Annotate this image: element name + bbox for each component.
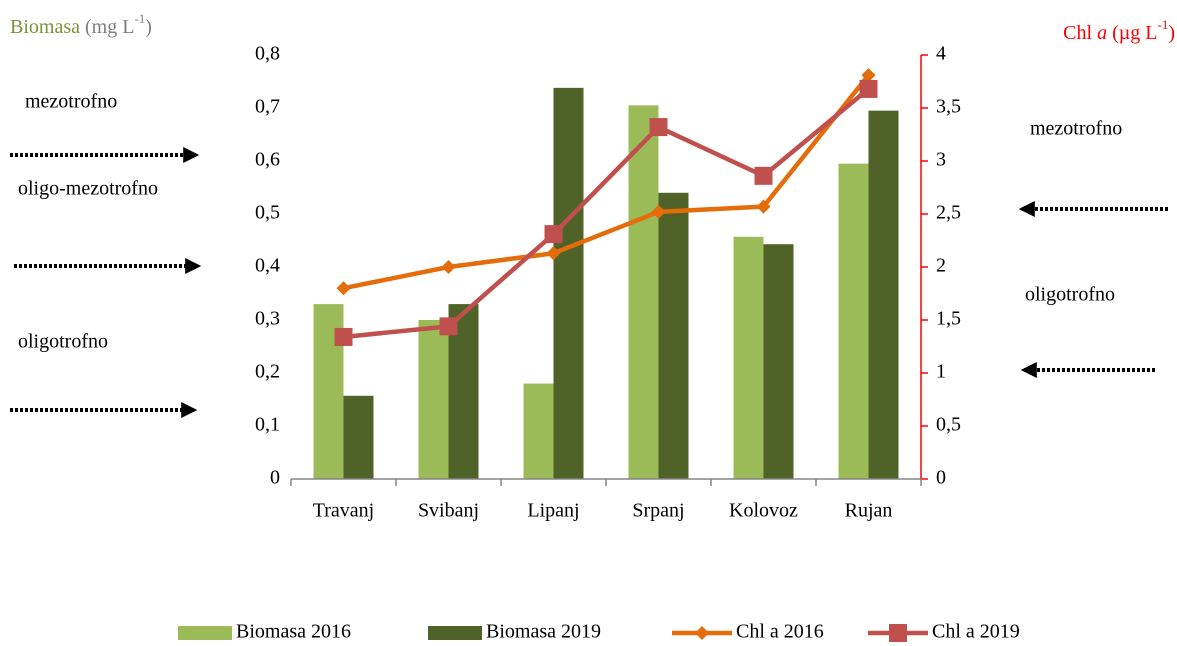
bar xyxy=(733,236,764,479)
y2-axis-title-part: ) xyxy=(1168,22,1175,44)
bar xyxy=(763,244,794,479)
x-tick-label: Lipanj xyxy=(527,500,579,522)
y2-tick-label: 3,5 xyxy=(936,96,961,118)
bar xyxy=(343,395,374,479)
arrows xyxy=(10,147,1168,418)
marker xyxy=(649,118,668,137)
y-axis-title-part: Biomasa xyxy=(10,16,80,38)
y2-tick-label: 1,5 xyxy=(936,308,961,330)
y-tick-label: 0,4 xyxy=(255,255,280,277)
legend-swatch xyxy=(428,626,482,640)
bar xyxy=(868,110,899,480)
y2-axis-title: Chl a (µg L-1) xyxy=(1063,17,1175,43)
bar xyxy=(628,105,659,479)
y-tick-label: 0 xyxy=(270,467,280,489)
marker xyxy=(546,246,561,261)
line xyxy=(343,73,871,291)
legend-label: Biomasa 2016 xyxy=(236,621,351,643)
y-tick-label: 0,6 xyxy=(255,149,280,171)
legend-label: Biomasa 2019 xyxy=(486,621,601,643)
x-tick-label: Rujan xyxy=(845,500,893,522)
annotation: mezotrofno xyxy=(1030,118,1122,140)
x-tick-label: Srpanj xyxy=(632,500,684,522)
marker xyxy=(439,317,458,336)
y2-tick-label: 1 xyxy=(936,361,946,383)
legend-label: Chl a 2019 xyxy=(932,621,1020,643)
y2-tick-label: 0 xyxy=(936,467,946,489)
annotation: mezotrofno xyxy=(25,91,117,113)
annotation: oligotrofno xyxy=(18,331,108,353)
y-axis-title-part: (mg L xyxy=(80,16,134,38)
y2-axis-title-part: -1 xyxy=(1157,17,1168,32)
marker xyxy=(754,166,773,185)
y2-tick-label: 0,5 xyxy=(936,414,961,436)
y-tick-label: 0,7 xyxy=(255,96,280,118)
y-tick-label: 0,1 xyxy=(255,414,280,436)
marker xyxy=(334,327,353,346)
annotation: oligo-mezotrofno xyxy=(18,178,158,200)
y-axis-title-part: -1 xyxy=(134,11,145,26)
x-tick-label: Svibanj xyxy=(418,500,479,522)
y2-axis-title-part: Chl xyxy=(1063,22,1097,44)
y-axis-title-part: ) xyxy=(145,16,152,38)
bar xyxy=(838,163,869,479)
bar xyxy=(658,192,689,480)
y-tick-label: 0,5 xyxy=(255,202,280,224)
bar xyxy=(418,320,449,479)
bar xyxy=(553,87,584,480)
y2-axis-title-part: (µg L xyxy=(1107,22,1157,44)
y2-tick-label: 2,5 xyxy=(936,202,961,224)
legend-marker xyxy=(695,626,709,640)
y-tick-label: 0,2 xyxy=(255,361,280,383)
y2-tick-label: 3 xyxy=(936,149,946,171)
y2-axis-title-part: a xyxy=(1097,22,1107,44)
line xyxy=(343,87,870,340)
marker xyxy=(859,79,878,98)
legend-marker xyxy=(889,624,907,642)
y-axis-title: Biomasa (mg L-1) xyxy=(10,11,152,37)
y-tick-label: 0,3 xyxy=(255,308,280,330)
x-tick-label: Travanj xyxy=(313,500,374,522)
y2-tick-label: 2 xyxy=(936,255,946,277)
bar xyxy=(523,383,554,479)
x-tick-label: Kolovoz xyxy=(729,500,798,522)
marker xyxy=(756,199,771,214)
annotation: oligotrofno xyxy=(1025,284,1115,306)
legend-label: Chl a 2016 xyxy=(736,621,824,643)
legend-swatch xyxy=(178,626,232,640)
marker xyxy=(651,204,666,219)
marker xyxy=(544,225,563,244)
y-tick-label: 0,8 xyxy=(255,43,280,65)
marker xyxy=(861,68,876,83)
marker xyxy=(441,260,456,274)
marker xyxy=(336,281,351,296)
y2-tick-label: 4 xyxy=(936,43,946,65)
